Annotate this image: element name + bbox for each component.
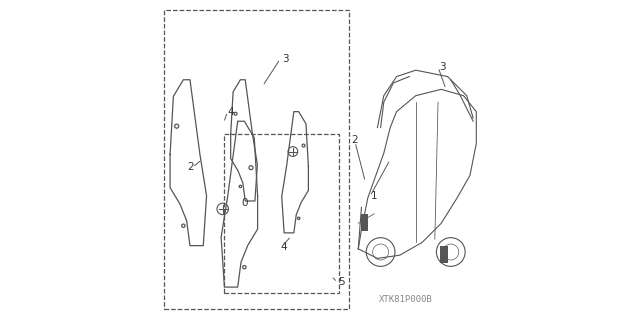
Text: 3: 3 <box>440 62 446 72</box>
Text: 4: 4 <box>280 242 287 252</box>
Bar <box>361 214 368 231</box>
Text: XTK81P000B: XTK81P000B <box>380 295 433 304</box>
Text: 5: 5 <box>339 277 345 287</box>
Text: 2: 2 <box>187 162 194 173</box>
Text: 3: 3 <box>282 54 289 64</box>
Text: 0: 0 <box>241 197 248 208</box>
Text: 1: 1 <box>371 191 378 201</box>
Text: 2: 2 <box>351 135 358 145</box>
Bar <box>440 246 447 263</box>
Text: 4: 4 <box>227 107 234 117</box>
